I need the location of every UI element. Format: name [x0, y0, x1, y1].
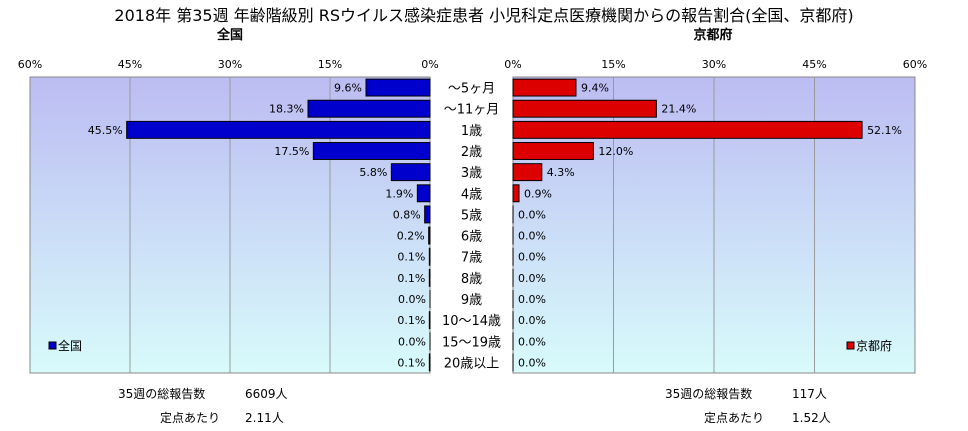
right-data-label: 0.0%: [518, 356, 546, 369]
category-label: 15～19歳: [442, 335, 501, 350]
category-label: 10～14歳: [442, 314, 501, 329]
right-x-tick-label: 45%: [802, 58, 826, 71]
right-per-value: 1.52人: [792, 411, 831, 425]
left-data-label: 0.2%: [397, 230, 425, 243]
right-data-label: 0.0%: [518, 314, 546, 327]
left-bar: [126, 120, 431, 139]
category-label: ～5ヶ月: [448, 82, 495, 97]
right-data-label: 52.1%: [867, 124, 902, 137]
right-data-label: 21.4%: [661, 103, 696, 116]
right-x-tick-label: 15%: [601, 58, 625, 71]
left-data-label: 5.8%: [359, 166, 387, 179]
left-per-value: 2.11人: [245, 411, 284, 425]
right-x-tick-label: 30%: [702, 58, 726, 71]
left-data-label: 0.1%: [397, 314, 425, 327]
left-total-value: 6609人: [245, 387, 288, 401]
right-x-tick-label: 60%: [903, 58, 927, 71]
right-bar: [512, 120, 863, 139]
right-panel-title: 京都府: [693, 28, 733, 43]
left-data-label: 9.6%: [334, 82, 362, 95]
left-bar: [428, 226, 431, 245]
left-bar: [428, 311, 431, 330]
right-x-tick-label: 0%: [504, 58, 521, 71]
right-bar: [512, 142, 594, 160]
chart-title: 2018年 第35週 年齢階級別 RSウイルス感染症患者 小児科定点医療機関から…: [114, 6, 854, 25]
right-total-label: 35週の総報告数: [665, 387, 753, 401]
left-data-label: 0.8%: [393, 208, 421, 221]
left-data-label: 0.1%: [397, 251, 425, 264]
left-bar: [312, 142, 431, 160]
right-data-label: 0.0%: [518, 208, 546, 221]
left-x-tick-label: 15%: [318, 58, 342, 71]
category-label: 8歳: [461, 272, 482, 287]
category-label: 2歳: [461, 145, 482, 160]
left-x-tick-label: 45%: [118, 58, 142, 71]
category-label: ～11ヶ月: [444, 103, 500, 118]
category-label: 6歳: [461, 230, 482, 245]
category-label: 20歳以上: [444, 356, 500, 371]
left-bar: [428, 268, 431, 287]
legend-swatch-right: [846, 341, 855, 350]
category-label: 1歳: [461, 124, 482, 139]
left-data-label: 1.9%: [385, 187, 413, 200]
category-label: 7歳: [461, 251, 482, 266]
left-data-label: 18.3%: [269, 103, 304, 116]
left-per-label: 定点あたり: [160, 411, 221, 425]
left-data-label: 45.5%: [88, 124, 123, 137]
right-data-label: 0.0%: [518, 293, 546, 306]
left-data-label: 17.5%: [274, 145, 309, 158]
right-data-label: 0.0%: [518, 251, 546, 264]
left-bar: [390, 163, 431, 182]
right-data-label: 4.3%: [547, 166, 575, 179]
left-x-tick-label: 60%: [18, 58, 42, 71]
left-data-label: 0.0%: [398, 335, 426, 348]
right-data-label: 0.9%: [524, 187, 552, 200]
legend-swatch-left: [48, 341, 57, 350]
right-data-label: 12.0%: [598, 145, 633, 158]
left-bar: [428, 247, 431, 266]
category-label: 4歳: [461, 187, 482, 202]
right-bar: [512, 99, 657, 118]
right-data-label: 0.0%: [518, 335, 546, 348]
right-bar: [512, 163, 543, 182]
right-total-value: 117人: [792, 387, 827, 401]
left-bar: [416, 184, 431, 203]
left-panel-title: 全国: [216, 28, 243, 43]
left-bar: [365, 78, 431, 97]
right-data-label: 0.0%: [518, 230, 546, 243]
category-label: 3歳: [461, 166, 482, 181]
left-x-tick-label: 0%: [421, 58, 438, 71]
right-bar: [512, 184, 520, 203]
category-label: 9歳: [461, 293, 482, 308]
left-data-label: 0.1%: [397, 272, 425, 285]
left-bar: [428, 353, 431, 372]
left-data-label: 0.0%: [398, 293, 426, 306]
left-bar: [424, 205, 431, 224]
right-data-label: 9.4%: [581, 82, 609, 95]
left-x-tick-label: 30%: [218, 58, 242, 71]
right-per-label: 定点あたり: [704, 411, 765, 425]
left-bar: [307, 99, 431, 118]
right-bar: [512, 78, 577, 97]
right-data-label: 0.0%: [518, 272, 546, 285]
category-label: 5歳: [461, 208, 482, 223]
left-total-label: 35週の総報告数: [118, 387, 206, 401]
legend-label-left: 全国: [58, 338, 82, 353]
legend-label-right: 京都府: [856, 338, 892, 353]
left-data-label: 0.1%: [397, 356, 425, 369]
